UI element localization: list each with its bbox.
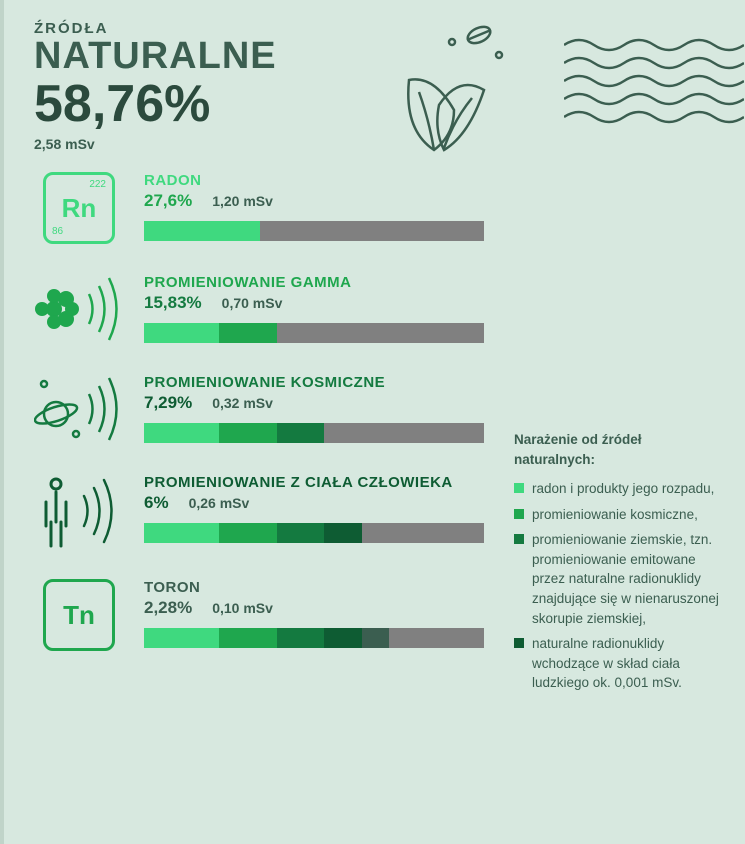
radon-element-icon: 222 Rn 86 [43,172,115,244]
row-gamma: PROMIENIOWANIE GAMMA 15,83% 0,70 mSv [34,274,715,344]
bar-radon [144,221,484,241]
row-title: PROMIENIOWANIE KOSMICZNE [144,374,484,391]
legend-item: naturalne radionuklidy wchodzące w skład… [514,634,724,693]
atom-cluster-icon [34,274,124,344]
legend-list: radon i produkty jego rozpadu, promieniow… [514,479,724,693]
row-title: PROMIENIOWANIE GAMMA [144,274,484,291]
bar-body [144,523,484,543]
row-pct: 27,6% [144,191,192,211]
toron-element-icon: Tn [43,579,115,651]
row-msv: 0,70 mSv [222,295,283,311]
row-msv: 0,26 mSv [189,495,250,511]
legend-item: radon i produkty jego rozpadu, [514,479,724,499]
legend-item: promieniowanie kosmiczne, [514,505,724,525]
waves-icon [564,35,744,130]
row-title: RADON [144,172,484,189]
planet-icon [34,374,124,444]
legend: Narażenie od źródeł naturalnych: radon i… [514,430,724,699]
leaves-icon [374,20,524,160]
legend-item: promieniowanie ziemskie, tzn. promieniow… [514,530,724,628]
legend-title: Narażenie od źródeł naturalnych: [514,430,724,469]
header: ŹRÓDŁA NATURALNE 58,76% 2,58 mSv [34,20,715,152]
row-msv: 1,20 mSv [212,193,273,209]
human-icon [34,474,124,549]
bar-cosmic [144,423,484,443]
row-title: TORON [144,579,484,596]
row-pct: 2,28% [144,598,192,618]
row-title: PROMIENIOWANIE Z CIAŁA CZŁOWIEKA [144,474,484,491]
row-pct: 7,29% [144,393,192,413]
row-msv: 0,32 mSv [212,395,273,411]
row-msv: 0,10 mSv [212,600,273,616]
row-pct: 6% [144,493,169,513]
row-pct: 15,83% [144,293,202,313]
row-radon: 222 Rn 86 RADON 27,6% 1,20 mSv [34,172,715,244]
bar-toron [144,628,484,648]
bar-gamma [144,323,484,343]
